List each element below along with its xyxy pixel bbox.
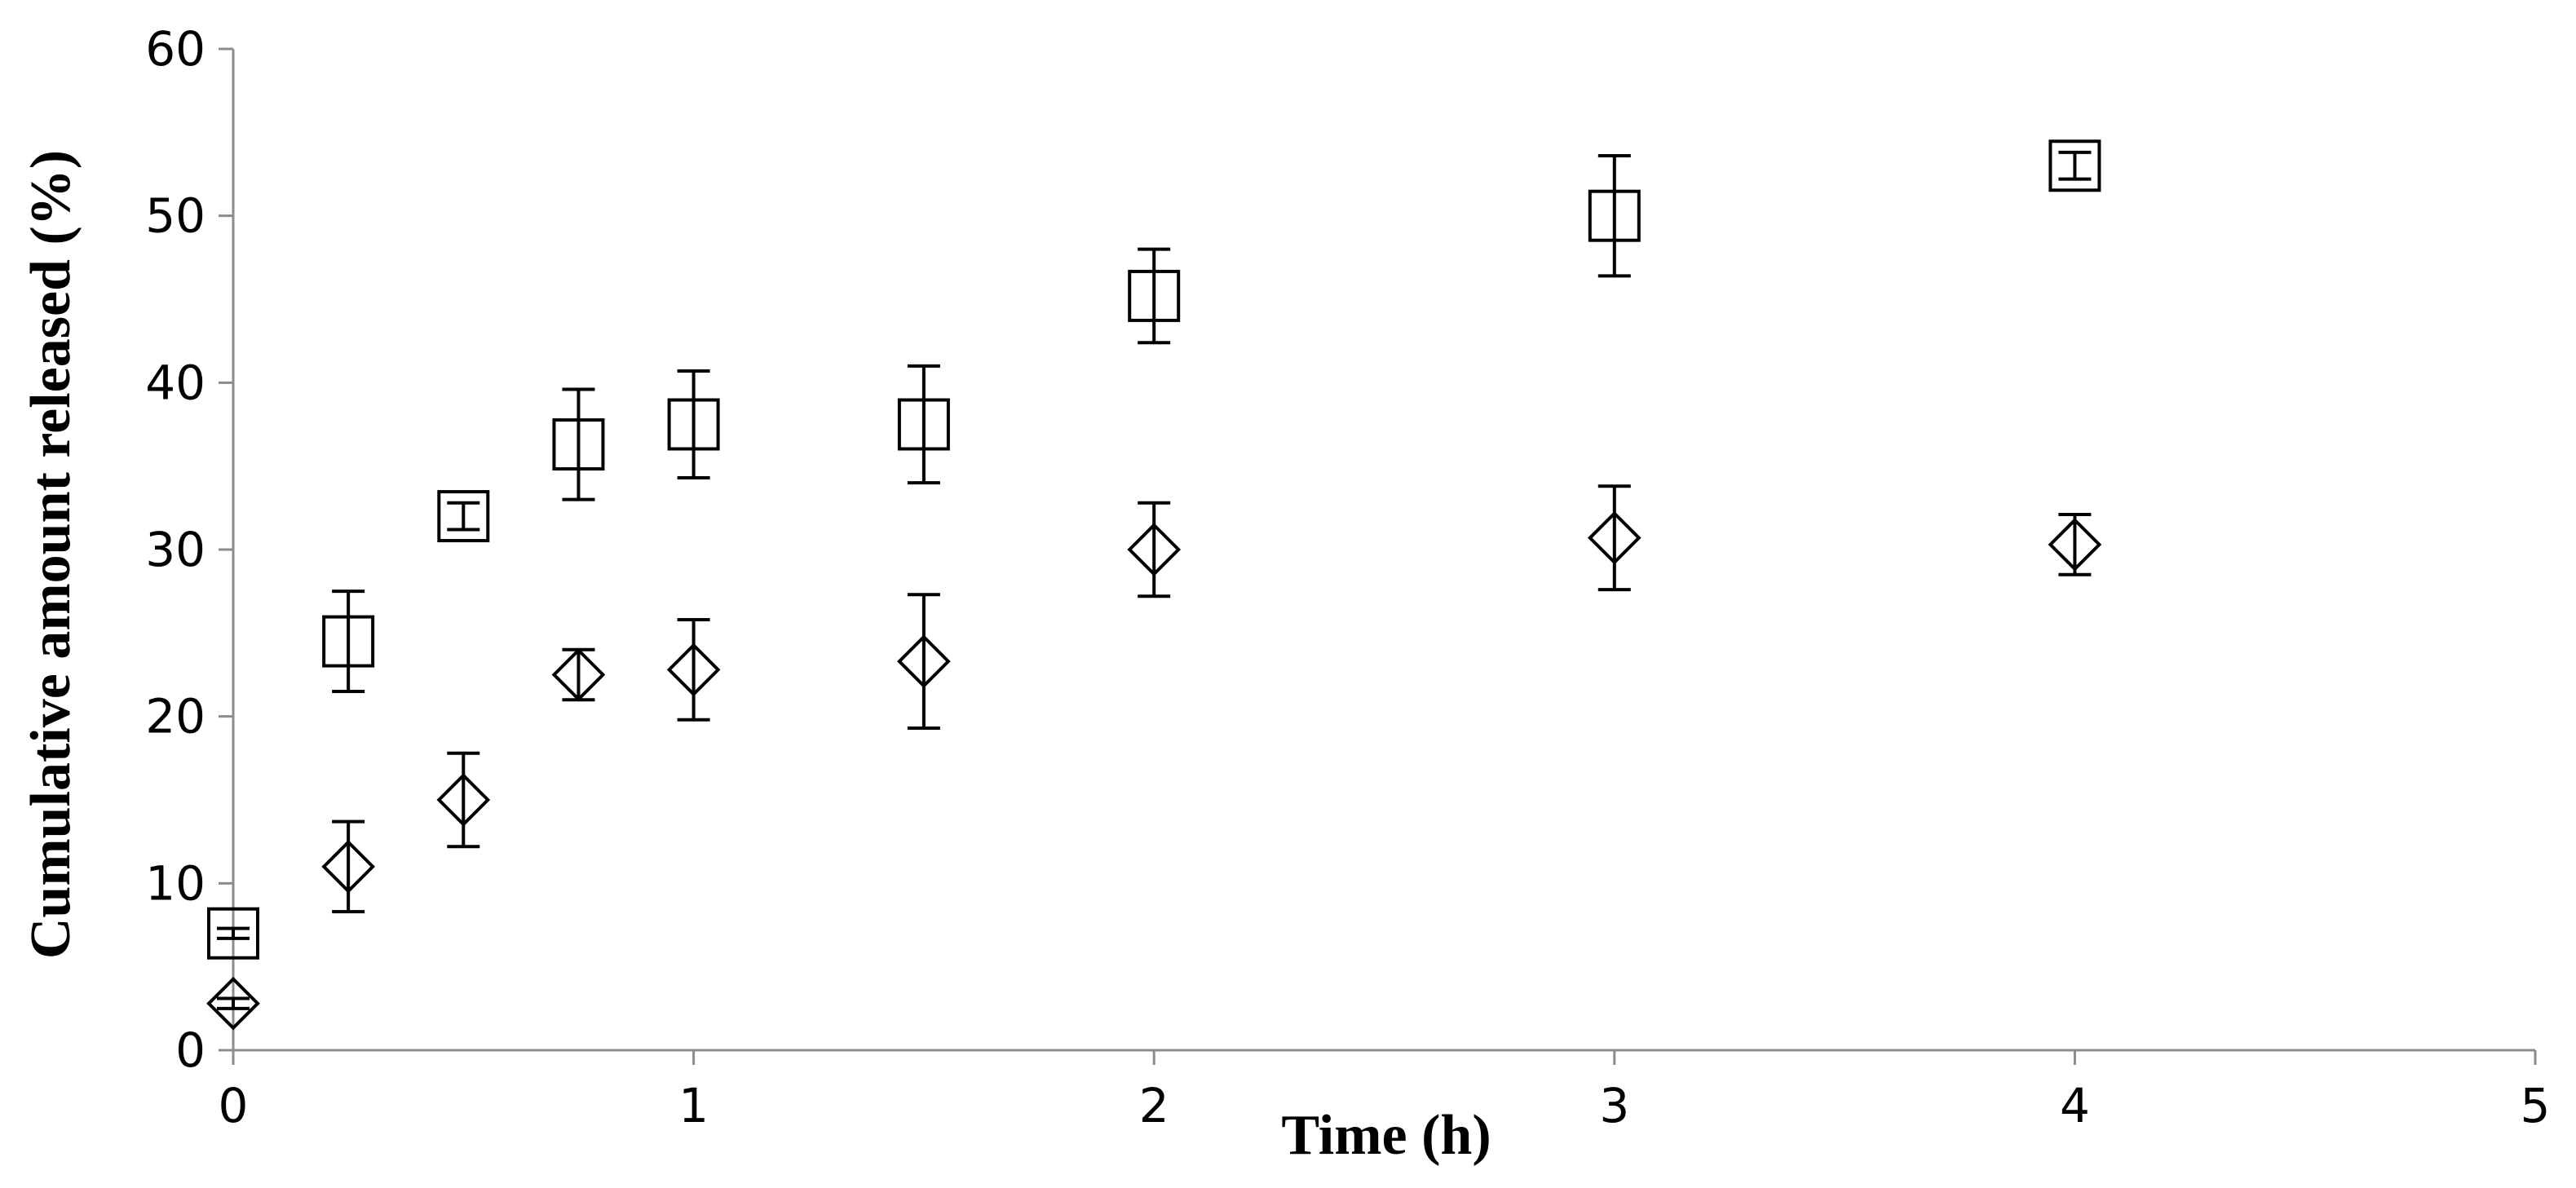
- error-bar: [447, 501, 480, 532]
- x-axis-label: Time (h): [1281, 1104, 1491, 1167]
- x-tick-label: 5: [2521, 1078, 2551, 1133]
- marker: [2048, 518, 2102, 572]
- error-bar: [1597, 484, 1631, 592]
- marker: [1128, 269, 1181, 322]
- error-bar: [677, 617, 710, 722]
- error-bar: [1597, 153, 1631, 278]
- marker: [322, 615, 375, 668]
- y-tick-label: 30: [145, 522, 205, 577]
- error-bar: [2058, 150, 2092, 181]
- error-bar: [2058, 513, 2092, 576]
- marker: [206, 976, 260, 1031]
- x-tick-label: 0: [219, 1078, 249, 1133]
- error-bar: [447, 751, 480, 849]
- marker: [207, 907, 259, 960]
- y-tick-label: 60: [145, 21, 205, 77]
- x-tick-label: 3: [1599, 1078, 1629, 1133]
- marker: [551, 647, 606, 702]
- error-bar: [1138, 501, 1171, 598]
- marker: [321, 840, 375, 894]
- error-bar: [677, 369, 710, 479]
- marker: [2048, 139, 2101, 192]
- marker: [1127, 523, 1182, 576]
- marker: [897, 634, 951, 688]
- error-bar: [907, 593, 940, 730]
- error-bar: [562, 387, 595, 501]
- error-bar: [1138, 247, 1171, 345]
- y-tick-label: 0: [175, 1022, 205, 1078]
- error-bar: [332, 590, 365, 693]
- x-tick-label: 1: [678, 1078, 709, 1133]
- marker: [897, 398, 950, 451]
- y-tick-label: 50: [145, 188, 205, 244]
- error-bar: [907, 364, 940, 485]
- x-tick-label: 4: [2060, 1078, 2090, 1133]
- error-bar: [562, 647, 595, 702]
- y-tick-label: 20: [145, 689, 205, 744]
- error-bar: [217, 926, 250, 940]
- marker: [666, 643, 721, 697]
- error-bar: [332, 819, 365, 914]
- marker: [1587, 510, 1641, 565]
- marker: [667, 398, 720, 451]
- marker: [1588, 189, 1641, 242]
- marker: [437, 490, 490, 543]
- y-tick-label: 40: [145, 355, 205, 410]
- y-tick-label: 10: [145, 855, 205, 911]
- marker: [552, 418, 605, 471]
- marker: [436, 773, 491, 827]
- y-axis-label: Cumulative amount released (%): [20, 150, 82, 959]
- x-tick-label: 2: [1139, 1078, 1169, 1133]
- error-bar: [217, 996, 250, 1010]
